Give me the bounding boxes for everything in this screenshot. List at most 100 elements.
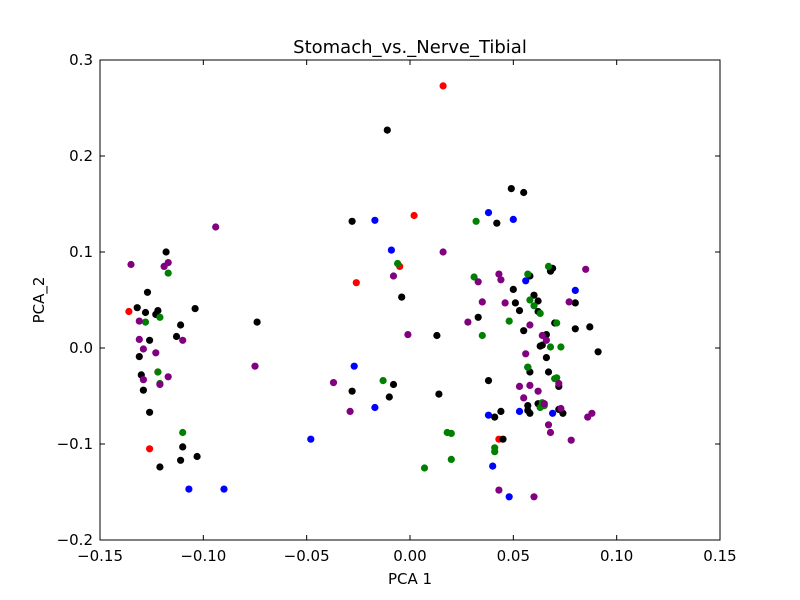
- point-purple-32: [540, 400, 548, 408]
- point-black-41: [526, 409, 534, 417]
- point-blue-0: [371, 216, 379, 224]
- point-purple-7: [497, 276, 505, 284]
- point-blue-5: [571, 286, 579, 294]
- point-black-13: [191, 305, 199, 313]
- point-green-15: [447, 455, 455, 463]
- point-black-1: [507, 185, 515, 193]
- point-purple-4: [495, 270, 503, 278]
- point-black-15: [146, 336, 154, 344]
- point-green-12: [420, 464, 429, 472]
- point-green-23: [536, 309, 544, 317]
- points-layer: [125, 82, 602, 501]
- point-green-14: [447, 429, 455, 437]
- point-purple-33: [542, 336, 551, 344]
- point-purple-35: [546, 428, 555, 437]
- point-black-23: [156, 463, 164, 471]
- point-green-4: [544, 262, 553, 270]
- point-blue-11: [484, 411, 493, 419]
- x-tick-label-2: −0.05: [284, 547, 330, 565]
- point-purple-8: [127, 260, 135, 269]
- point-green-8: [154, 368, 162, 376]
- point-green-10: [179, 428, 187, 437]
- point-black-9: [141, 308, 150, 317]
- point-green-22: [530, 302, 538, 310]
- point-blue-1: [387, 246, 395, 254]
- point-green-19: [505, 317, 513, 325]
- point-purple-5: [501, 299, 509, 307]
- point-black-60: [594, 348, 602, 356]
- point-black-16: [135, 353, 143, 361]
- y-tick-label-0: −0.2: [57, 531, 93, 549]
- point-purple-14: [139, 345, 147, 353]
- point-green-3: [524, 270, 532, 278]
- point-black-59: [586, 323, 594, 331]
- point-black-11: [172, 332, 181, 341]
- point-black-38: [520, 327, 528, 335]
- point-black-4: [493, 219, 501, 227]
- point-purple-16: [156, 380, 164, 389]
- point-black-28: [433, 331, 441, 340]
- point-purple-36: [555, 379, 563, 388]
- point-purple-24: [515, 382, 524, 390]
- point-blue-2: [484, 209, 493, 217]
- point-blue-3: [509, 215, 517, 223]
- point-purple-1: [439, 248, 447, 256]
- x-tick-label-1: −0.10: [180, 547, 226, 565]
- point-green-26: [546, 343, 555, 351]
- point-black-44: [534, 297, 542, 305]
- point-black-25: [389, 380, 398, 389]
- point-green-5: [164, 269, 172, 277]
- x-tick-label-6: 0.15: [703, 547, 736, 565]
- plot-frame: [99, 59, 721, 541]
- point-purple-39: [567, 436, 575, 444]
- point-purple-0: [212, 223, 220, 231]
- point-purple-20: [329, 379, 338, 387]
- point-black-20: [179, 443, 187, 451]
- point-black-31: [484, 377, 493, 385]
- point-black-7: [133, 304, 141, 312]
- point-red-0: [439, 82, 447, 90]
- point-blue-4: [522, 277, 530, 285]
- point-green-28: [553, 319, 561, 327]
- point-black-57: [571, 299, 579, 307]
- point-purple-13: [152, 349, 160, 357]
- point-green-21: [526, 296, 534, 304]
- x-tick-label-3: 0.00: [393, 547, 426, 565]
- point-purple-10: [164, 259, 172, 267]
- point-black-6: [143, 288, 152, 296]
- y-axis-label: PCA_2: [30, 277, 49, 324]
- point-black-5: [162, 248, 170, 256]
- point-red-4: [125, 307, 133, 316]
- point-black-36: [511, 299, 519, 307]
- point-black-24: [398, 293, 406, 301]
- y-tick-label-5: 0.3: [69, 51, 93, 69]
- point-red-1: [410, 211, 418, 220]
- point-green-0: [472, 217, 480, 225]
- point-purple-42: [588, 409, 596, 417]
- point-purple-22: [404, 331, 412, 339]
- point-purple-28: [526, 381, 534, 389]
- point-purple-31: [538, 331, 546, 340]
- point-purple-34: [544, 421, 553, 429]
- point-purple-19: [251, 362, 259, 370]
- point-blue-7: [371, 403, 379, 412]
- point-black-37: [515, 307, 524, 315]
- point-black-29: [435, 390, 443, 398]
- point-purple-18: [139, 376, 147, 384]
- point-purple-12: [135, 335, 143, 343]
- point-black-50: [544, 368, 553, 376]
- point-red-5: [146, 445, 154, 453]
- y-tick-label-4: 0.2: [69, 147, 93, 165]
- y-tick-label-2: 0.0: [69, 339, 93, 357]
- point-green-18: [491, 448, 499, 456]
- point-purple-11: [135, 317, 143, 325]
- point-black-58: [571, 325, 579, 333]
- point-blue-9: [185, 485, 193, 493]
- x-tick-label-4: 0.05: [497, 547, 530, 565]
- point-blue-13: [505, 493, 513, 501]
- point-black-33: [497, 407, 505, 415]
- point-purple-21: [346, 407, 354, 415]
- point-green-2: [470, 273, 478, 281]
- y-tick-label-3: 0.1: [69, 243, 93, 261]
